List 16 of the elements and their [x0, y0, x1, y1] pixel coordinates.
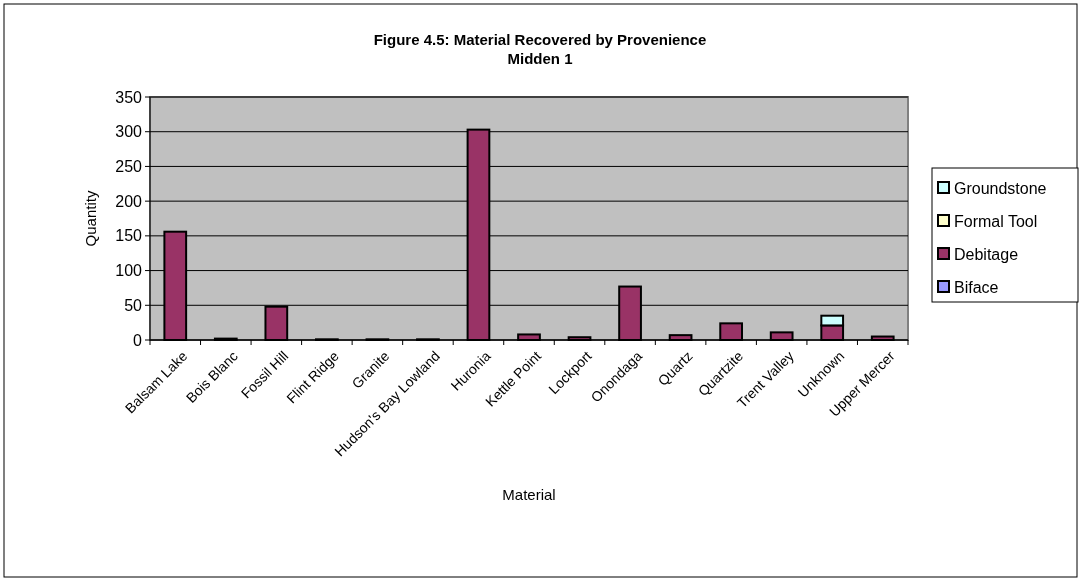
y-tick-label: 50	[124, 296, 143, 314]
y-tick-label: 300	[115, 123, 143, 141]
x-axis-title: Material	[502, 486, 556, 503]
y-tick-label: 0	[133, 331, 143, 349]
chart-subtitle: Midden 1	[507, 50, 573, 67]
y-tick-label: 100	[115, 262, 143, 280]
legend-label: Debitage	[954, 245, 1019, 263]
legend-label: Formal Tool	[954, 212, 1038, 230]
y-tick-label: 150	[115, 227, 143, 245]
y-tick-label: 200	[115, 192, 143, 210]
y-tick-label: 350	[115, 88, 143, 106]
y-axis-title: Quantity	[82, 190, 99, 247]
legend-label: Biface	[954, 278, 999, 296]
chart-title: Figure 4.5: Material Recovered by Provenience	[373, 31, 707, 48]
y-tick-label: 250	[115, 158, 143, 176]
legend-label: Groundstone	[954, 179, 1047, 197]
